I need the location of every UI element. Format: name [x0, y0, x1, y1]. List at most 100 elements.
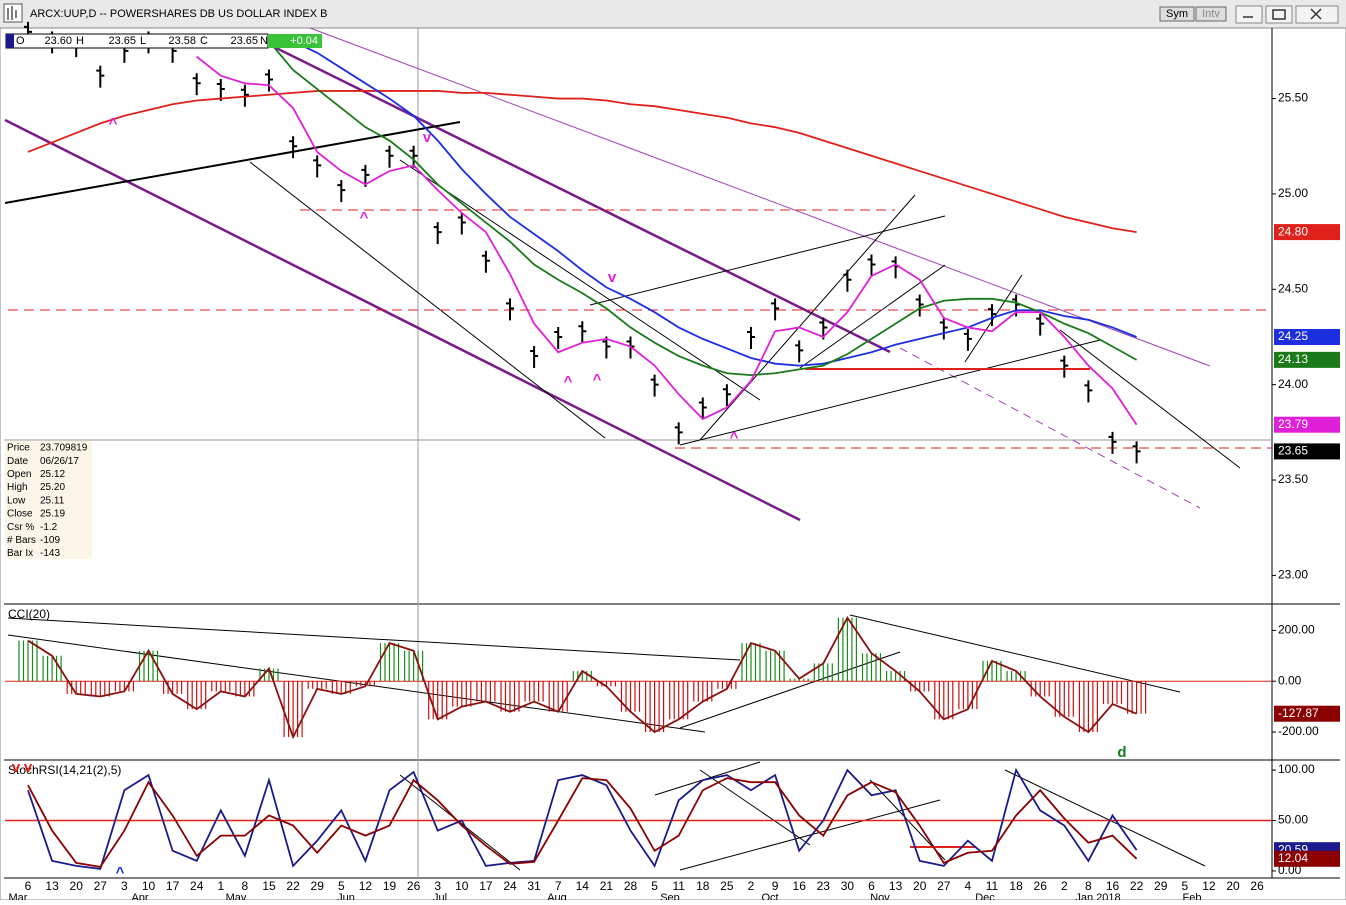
x-tick-label: 26: [1034, 879, 1048, 893]
x-tick-label: 6: [868, 879, 875, 893]
trendline: [249, 161, 606, 439]
x-tick-label: 25: [720, 879, 734, 893]
minimize-button[interactable]: [1235, 5, 1263, 24]
x-tick-label: 2: [748, 879, 755, 893]
y-tick-label: 25.00: [1278, 186, 1308, 200]
x-tick-label: 8: [1085, 879, 1092, 893]
quote-low: 23.58: [168, 35, 196, 47]
quote-label: H: [76, 35, 84, 47]
series-line: [27, 615, 1137, 740]
price-tag-label: 24.25: [1278, 329, 1308, 343]
trendline: [4, 118, 801, 522]
price-bar: [674, 422, 683, 445]
price-bar: [1108, 431, 1117, 454]
info-key: High: [7, 482, 28, 493]
info-value: -1.2: [40, 522, 58, 533]
x-tick-label: 9: [772, 879, 779, 893]
quote-label: L: [140, 35, 146, 47]
x-tick-label: 18: [1009, 879, 1023, 893]
trendline: [679, 799, 941, 871]
price-bar: [602, 336, 611, 359]
price-bar: [289, 136, 298, 159]
month-label: Apr: [131, 892, 148, 900]
maximize-button[interactable]: [1265, 5, 1293, 24]
info-box: [5, 441, 92, 559]
sym-button[interactable]: [1159, 6, 1195, 22]
info-key: Csr %: [7, 522, 34, 533]
info-key: Price: [7, 443, 30, 454]
trendline: [309, 27, 1211, 367]
trendline: [849, 614, 1181, 693]
y-tick-label: 23.50: [1278, 472, 1308, 486]
panel-title: CCI(20): [8, 607, 50, 621]
trendline: [679, 339, 1101, 446]
quote-color: [6, 34, 14, 48]
x-tick-label: 26: [407, 879, 421, 893]
x-tick-label: 1: [217, 879, 224, 893]
price-bar: [240, 84, 249, 107]
x-tick-label: 20: [913, 879, 927, 893]
quote-high: 23.65: [108, 35, 136, 47]
quote-label: N: [260, 35, 268, 47]
annotation: v: [12, 759, 21, 776]
x-tick-label: 28: [624, 879, 638, 893]
x-tick-label: 27: [937, 879, 951, 893]
trendline: [679, 651, 901, 729]
price-bar: [554, 326, 563, 349]
intv-button[interactable]: [1195, 6, 1227, 22]
price-bar: [867, 254, 876, 277]
annotation: ^: [360, 209, 369, 226]
price-tag: [1274, 850, 1340, 867]
frame: [0, 27, 1346, 901]
x-tick-label: 29: [311, 879, 325, 893]
series-line: [27, 767, 1138, 870]
info-key: # Bars: [7, 535, 36, 546]
trendline: [699, 194, 916, 441]
annotation: d: [1117, 744, 1126, 761]
price-bar: [433, 222, 442, 245]
month-label: Aug: [547, 892, 567, 900]
quote-open: 23.60: [44, 35, 72, 47]
annotation: v: [423, 129, 432, 146]
window-title: ARCX:UUP,D -- POWERSHARES DB US DOLLAR I…: [30, 8, 327, 20]
price-bar: [1084, 380, 1093, 403]
price-bar: [843, 269, 852, 292]
info-key: Bar Ix: [7, 548, 33, 559]
info-value: 25.20: [40, 482, 65, 493]
sym-label[interactable]: Sym: [1166, 8, 1188, 20]
price-bar: [915, 294, 924, 317]
annotation: ^: [730, 429, 739, 446]
trendline: [399, 159, 761, 401]
series-line: [196, 55, 1138, 426]
x-tick-label: 13: [45, 879, 59, 893]
trendline: [249, 33, 891, 354]
x-tick-label: 11: [672, 879, 685, 893]
y-tick-label: 24.50: [1278, 281, 1308, 295]
x-tick-label: 17: [479, 879, 493, 893]
series-line: [268, 40, 1138, 377]
annotation: ^: [116, 864, 125, 881]
x-tick-label: 23: [817, 879, 831, 893]
x-tick-label: 12: [359, 879, 373, 893]
info-value: 25.19: [40, 509, 65, 520]
x-tick-label: 5: [651, 879, 658, 893]
intv-label[interactable]: Intv: [1202, 8, 1220, 20]
trendline: [4, 121, 461, 204]
month-label: Mar: [9, 892, 28, 900]
x-tick-label: 8: [242, 879, 249, 893]
series-line: [27, 777, 1138, 868]
price-bar: [722, 384, 731, 407]
info-value: 06/26/17: [40, 456, 79, 467]
price-tag: [1274, 328, 1340, 345]
trendline: [964, 274, 1023, 363]
x-tick-label: 6: [25, 879, 32, 893]
price-bar: [216, 79, 225, 102]
info-value: 25.11: [40, 495, 65, 506]
price-bar: [795, 340, 804, 363]
y-tick-label: 23.00: [1278, 568, 1308, 582]
price-bar: [96, 65, 105, 88]
annotation: ^: [109, 115, 118, 132]
x-tick-label: 5: [338, 879, 345, 893]
x-tick-label: 29: [1154, 879, 1168, 893]
